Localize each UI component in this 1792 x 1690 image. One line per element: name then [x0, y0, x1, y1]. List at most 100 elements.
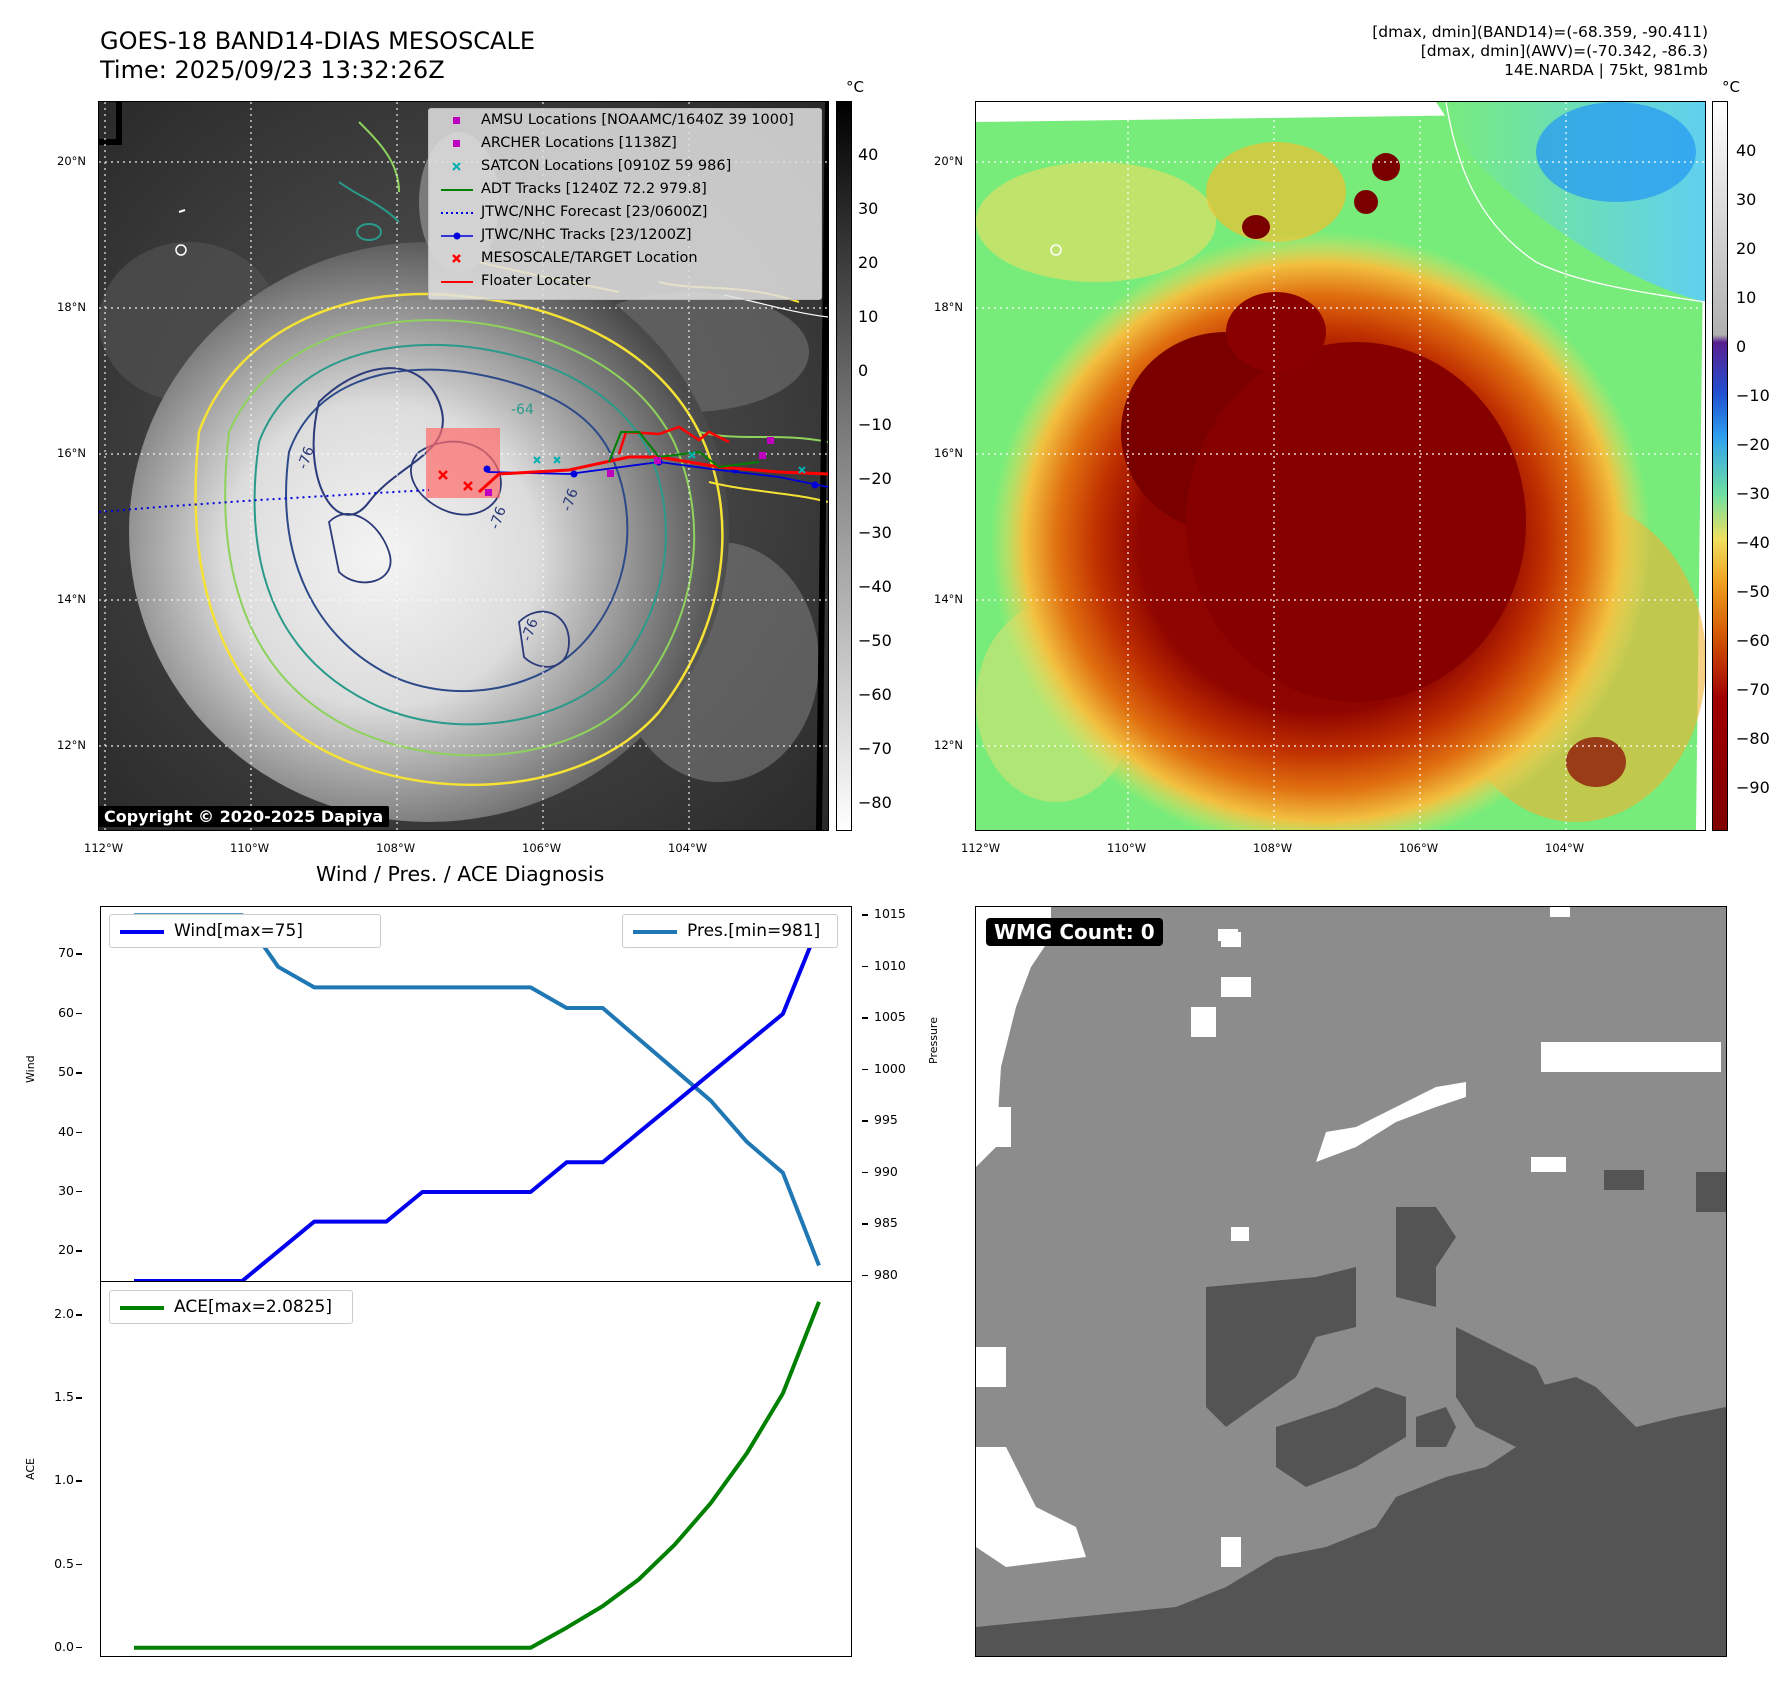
chart-title: GOES-18 BAND14-DIAS MESOSCALE Time: 2025… [100, 27, 535, 85]
colorbar-tick-label: 20 [1736, 239, 1757, 258]
colorbar-tick-label: −10 [858, 415, 892, 434]
colorbar-tick-label: 20 [858, 253, 879, 272]
legend-label: ARCHER Locations [1138Z] [481, 135, 677, 151]
tick-mark [862, 1171, 868, 1174]
colorbar-tick-label: 10 [1736, 288, 1757, 307]
lon-label: 104°W [668, 841, 708, 855]
info-line-2: [dmax, dmin](AWV)=(-70.342, -86.3) [1420, 42, 1708, 60]
legend-line-icon [120, 1306, 164, 1310]
wind-tick-label: 70 [58, 945, 74, 961]
colorbar-unit: °C [846, 78, 864, 96]
pressure-tick-label: 990 [874, 1163, 898, 1179]
pressure-tick-label: 1015 [874, 906, 906, 922]
wind-pressure-plot [100, 906, 852, 1283]
tick-mark [76, 1190, 82, 1193]
wind-legend-label: Wind[max=75] [174, 921, 303, 941]
wind-series-line [134, 924, 821, 1283]
colorbar-unit: °C [1722, 78, 1740, 96]
ace-tick-label: 1.5 [54, 1389, 74, 1405]
legend-item-archer: ARCHER Locations [1138Z] [429, 132, 821, 155]
contour-label: -64 [511, 402, 534, 418]
pressure-tick-label: 980 [874, 1266, 898, 1282]
pressure-tick-label: 1010 [874, 957, 906, 973]
lon-label: 106°W [1399, 841, 1439, 855]
tick-mark [76, 1314, 82, 1316]
tick-mark [862, 1223, 868, 1225]
enhanced-colorbar [1712, 101, 1728, 831]
wmg-count-badge: WMG Count: 0 [986, 918, 1163, 946]
colorbar-tick-label: −70 [858, 739, 892, 758]
tick-mark [862, 965, 868, 968]
colorbar-tick-label: −90 [1736, 778, 1770, 797]
ace-tick-label: 1.0 [54, 1472, 74, 1488]
legend-item-target: MESOSCALE/TARGET Location [429, 247, 821, 270]
pressure-legend-label: Pres.[min=981] [687, 921, 821, 941]
legend-item-amsu: AMSU Locations [NOAAMC/1640Z 39 1000] [429, 109, 821, 132]
tick-mark [862, 1274, 868, 1277]
colorbar-tick-label: −40 [858, 577, 892, 596]
enhanced-map-svg [976, 102, 1705, 830]
wmg-svg [976, 907, 1726, 1656]
ace-svg [134, 1301, 821, 1650]
lat-label: 20°N [934, 154, 963, 168]
legend-label: AMSU Locations [NOAAMC/1640Z 39 1000] [481, 112, 794, 128]
tick-mark [76, 953, 82, 955]
tick-mark [76, 1480, 82, 1482]
ace-tick-label: 0.0 [54, 1638, 74, 1654]
colorbar-tick-label: −70 [1736, 680, 1770, 699]
colorbar-tick-label: −50 [1736, 582, 1770, 601]
colorbar-tick-label: 30 [1736, 190, 1757, 209]
tick-mark [76, 1563, 82, 1566]
colorbar-tick-label: 30 [858, 199, 879, 218]
colorbar-tick-label: 40 [858, 145, 879, 164]
wind-tick-label: 50 [58, 1064, 74, 1080]
square-marker-icon [441, 132, 473, 155]
ace-legend-label: ACE[max=2.0825] [174, 1297, 332, 1317]
lon-label: 108°W [376, 841, 416, 855]
x-marker-icon [441, 247, 473, 270]
lon-label: 110°W [1107, 841, 1147, 855]
lon-label: 110°W [230, 841, 270, 855]
colorbar-tick-label: −40 [1736, 533, 1770, 552]
colorbar-tick-label: −80 [1736, 729, 1770, 748]
colorbar-tick-label: −20 [1736, 435, 1770, 454]
colorbar-tick-label: −30 [1736, 484, 1770, 503]
lon-label: 112°W [84, 841, 124, 855]
pressure-axis-label: Pressure [927, 1017, 940, 1064]
lon-label: 108°W [1253, 841, 1293, 855]
ace-tick-label: 2.0 [54, 1306, 74, 1322]
lat-label: 20°N [57, 154, 86, 168]
ace-legend: ACE[max=2.0825] [109, 1290, 353, 1324]
colorbar-tick-label: −80 [858, 793, 892, 812]
grayscale-colorbar [836, 101, 852, 831]
pressure-legend: Pres.[min=981] [622, 914, 838, 948]
pressure-tick-label: 1000 [874, 1060, 906, 1076]
lat-label: 12°N [934, 738, 963, 752]
diagnosis-title: Wind / Pres. / ACE Diagnosis [316, 862, 605, 886]
lat-label: 12°N [57, 738, 86, 752]
lat-label: 14°N [934, 592, 963, 606]
square-marker-icon [441, 109, 473, 132]
wind-tick-label: 40 [58, 1123, 74, 1139]
lat-label: 18°N [934, 300, 963, 314]
colorbar-tick-label: −60 [1736, 631, 1770, 650]
colorbar-tick-label: 40 [1736, 141, 1757, 160]
copyright-badge: Copyright © 2020-2025 Dapiya [98, 806, 390, 827]
lat-label: 16°N [57, 446, 86, 460]
legend-line-icon [633, 930, 677, 934]
colorbar-tick-label: 0 [1736, 337, 1747, 356]
tick-mark [76, 1250, 82, 1252]
dotted-line-icon [441, 201, 473, 224]
legend-item-satcon: SATCON Locations [0910Z 59 986] [429, 155, 821, 178]
tick-mark [76, 1646, 82, 1649]
lat-label: 14°N [57, 592, 86, 606]
wind-tick-label: 20 [58, 1242, 74, 1258]
wind-tick-label: 30 [58, 1182, 74, 1198]
tick-mark [76, 1012, 82, 1015]
legend-item-floater: Floater Locater [429, 270, 821, 293]
tick-mark [862, 1068, 868, 1071]
wind-legend: Wind[max=75] [109, 914, 381, 948]
lat-label: 18°N [57, 300, 86, 314]
title-line-2: Time: 2025/09/23 13:32:26Z [100, 56, 445, 84]
lon-label: 104°W [1545, 841, 1585, 855]
